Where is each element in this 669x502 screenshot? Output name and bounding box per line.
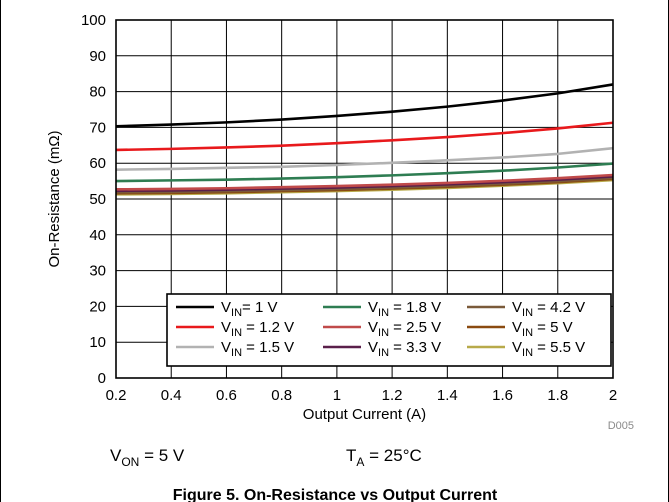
legend-entry-value: = 5.5 V xyxy=(533,339,585,356)
legend-entry-subscript: IN xyxy=(378,327,389,339)
y-tick-label: 30 xyxy=(89,263,106,280)
x-tick-label: 0.2 xyxy=(106,387,127,404)
legend-entry-symbol: V xyxy=(512,319,522,336)
legend-entry-value: = 2.5 V xyxy=(389,319,441,336)
von-condition: VON = 5 V xyxy=(110,446,185,469)
legend-entry-subscript: IN xyxy=(522,327,533,339)
legend-entry-symbol: V xyxy=(368,319,378,336)
ta-condition: TA = 25°C xyxy=(346,446,422,469)
von-condition-subscript: ON xyxy=(121,455,139,469)
legend-entry: VIN = 3.3 V xyxy=(368,339,441,359)
legend-entry-subscript: IN xyxy=(231,327,242,339)
figure-code-label: D005 xyxy=(608,420,634,432)
ta-condition-value: = 25°C xyxy=(364,446,421,465)
y-axis-label: On-Resistance (mΩ) xyxy=(46,130,63,267)
legend-entry-symbol: V xyxy=(221,319,231,336)
legend-entry: VIN = 5.5 V xyxy=(512,339,585,359)
y-tick-label: 70 xyxy=(89,119,106,136)
y-tick-label: 90 xyxy=(89,48,106,65)
x-tick-label: 1.6 xyxy=(492,387,513,404)
y-tick-label: 80 xyxy=(89,84,106,101)
y-tick-label: 10 xyxy=(89,334,106,351)
legend-entry-symbol: V xyxy=(221,299,231,316)
tick-labels: 0.2 0.4 0.6 0.8 1 1.2 1.4 1.6 1.8 201020304050607… xyxy=(81,12,617,404)
y-tick-label: 60 xyxy=(89,155,106,172)
legend-entry: VIN = 1.2 V xyxy=(221,319,294,339)
legend-entry-value: = 5 V xyxy=(533,319,573,336)
series-line xyxy=(115,146,614,171)
series-line xyxy=(115,162,614,183)
legend-entry-subscript: IN xyxy=(522,307,533,319)
von-condition-symbol: V xyxy=(110,446,122,465)
x-tick-label: 0.4 xyxy=(161,387,182,404)
legend-entry: VIN = 4.2 V xyxy=(512,299,585,319)
y-tick-label: 100 xyxy=(81,12,106,29)
series-line xyxy=(115,121,614,152)
x-tick-label: 1 xyxy=(333,387,341,404)
legend-entry-symbol: V xyxy=(368,339,378,356)
legend-entry-subscript: IN xyxy=(378,307,389,319)
legend-entry-subscript: IN xyxy=(231,347,242,359)
x-tick-label: 2 xyxy=(609,387,617,404)
legend-entry-value: = 1 V xyxy=(242,299,277,316)
legend-entry-value: = 3.3 V xyxy=(389,339,441,356)
series-line xyxy=(115,173,614,191)
legend-entry-value: = 1.5 V xyxy=(242,339,294,356)
legend-box xyxy=(166,293,612,367)
legend-entry: VIN = 1.8 V xyxy=(368,299,441,319)
von-condition-value: = 5 V xyxy=(139,446,185,465)
legend-entry-subscript: IN xyxy=(522,347,533,359)
series-line xyxy=(115,83,614,128)
plot-area xyxy=(115,19,614,379)
ta-condition-subscript: A xyxy=(356,455,364,469)
legend-entry-symbol: V xyxy=(512,339,522,356)
plot-series xyxy=(115,83,614,196)
x-tick-label: 1.8 xyxy=(547,387,568,404)
y-tick-label: 0 xyxy=(98,370,106,387)
figure-caption: Figure 5. On-Resistance vs Output Curren… xyxy=(173,487,498,502)
y-tick-label: 40 xyxy=(89,227,106,244)
x-tick-label: 0.6 xyxy=(216,387,237,404)
legend-entry-value: = 1.2 V xyxy=(242,319,294,336)
legend-entry-value: = 4.2 V xyxy=(533,299,585,316)
legend-entry: VIN = 5 V xyxy=(512,319,573,339)
legend-entry-subscript: IN xyxy=(378,347,389,359)
legend-entry: VIN = 2.5 V xyxy=(368,319,441,339)
y-tick-label: 50 xyxy=(89,191,106,208)
legend-entry-value: = 1.8 V xyxy=(389,299,441,316)
legend-entry-subscript: IN xyxy=(231,307,242,319)
x-tick-label: 0.8 xyxy=(271,387,292,404)
x-axis-label: Output Current (A) xyxy=(303,406,426,423)
legend-entry: VIN = 1.5 V xyxy=(221,339,294,359)
legend-entry: VIN= 1 V xyxy=(221,299,277,319)
legend-entry-symbol: V xyxy=(221,339,231,356)
series-line xyxy=(115,176,614,194)
y-tick-label: 20 xyxy=(89,298,106,315)
ta-condition-symbol: T xyxy=(346,446,356,465)
legend-entry-symbol: V xyxy=(368,299,378,316)
series-line xyxy=(115,175,614,193)
x-tick-label: 1.2 xyxy=(382,387,403,404)
legend-entry-symbol: V xyxy=(512,299,522,316)
x-tick-label: 1.4 xyxy=(437,387,458,404)
